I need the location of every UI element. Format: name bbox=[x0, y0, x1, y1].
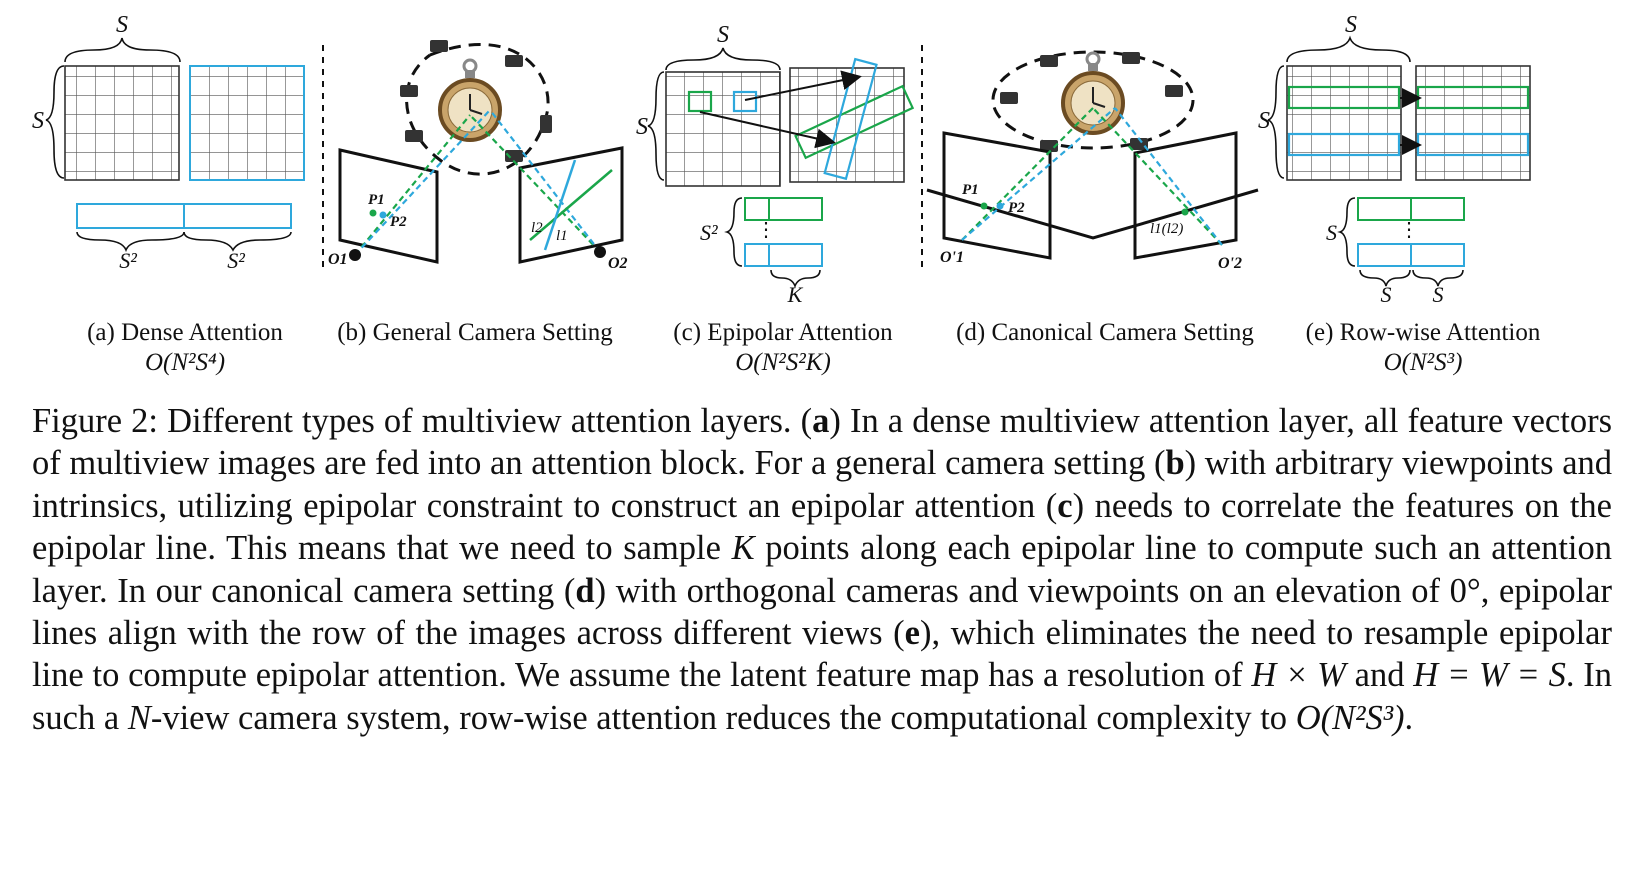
subcaption-c-label: (c) Epipolar Attention bbox=[673, 319, 893, 346]
subcaption-a: (a) Dense Attention O(N²S⁴) bbox=[60, 318, 310, 378]
grid-icon-left bbox=[1286, 65, 1402, 181]
subcaption-e-complexity: O(N²S³) bbox=[1383, 349, 1463, 376]
subcaption-e: (e) Row-wise Attention O(N²S³) bbox=[1288, 318, 1558, 378]
image-plane-icon-left bbox=[338, 148, 439, 264]
subcaption-d: (d) Canonical Camera Setting bbox=[935, 318, 1275, 348]
brace-k bbox=[770, 269, 821, 289]
dim-left-label: S bbox=[636, 114, 648, 140]
point-o1: O1 bbox=[328, 251, 348, 268]
image-plane-icon-right bbox=[518, 146, 624, 264]
point-p2: P2 bbox=[1008, 200, 1025, 216]
point-l1: l1 bbox=[556, 228, 568, 244]
brace-bottom-1 bbox=[76, 231, 185, 253]
dim-bottom-label-2: S² bbox=[227, 248, 245, 273]
clock-icon bbox=[438, 58, 502, 142]
camera-icon bbox=[1000, 52, 1183, 152]
panel-e-row-wise-attention: S S ⋮ S S S bbox=[1258, 12, 1531, 307]
grid-icon-left bbox=[665, 71, 781, 187]
grid-icon-right bbox=[1415, 65, 1531, 181]
panel-d-canonical-camera: P1 P2 l1(l2) O'1 O'2 bbox=[926, 50, 1259, 272]
brace-bottom-2 bbox=[183, 231, 292, 252]
point-l2: l2 bbox=[531, 220, 543, 236]
brace-top bbox=[1286, 35, 1411, 63]
dim-k-label: K bbox=[787, 282, 804, 307]
point-p1: P1 bbox=[962, 182, 979, 198]
dim-bottom-label-1: S² bbox=[119, 248, 137, 273]
image-plane-icon-right bbox=[1133, 131, 1238, 260]
panel-a-dense-attention: S S S² S² bbox=[32, 12, 305, 273]
subcaption-d-label: (d) Canonical Camera Setting bbox=[956, 319, 1254, 346]
dim-stack-label: S bbox=[1326, 220, 1337, 245]
subcaption-b: (b) General Camera Setting bbox=[320, 318, 630, 348]
brace-stack bbox=[724, 197, 743, 267]
brace-left bbox=[1267, 65, 1285, 179]
subcaption-a-complexity: O(N²S⁴) bbox=[144, 349, 226, 376]
camera-orbit bbox=[991, 50, 1195, 150]
brace-stack bbox=[1337, 197, 1356, 267]
panel-c-epipolar-attention: S S ⋮ S² K bbox=[636, 22, 915, 307]
camera-icon bbox=[400, 40, 552, 162]
caption-paragraph: Figure 2: Different types of multiview a… bbox=[32, 402, 1613, 737]
dim-top-label: S bbox=[717, 22, 729, 48]
subcaption-c-complexity: O(N²S²K) bbox=[735, 349, 831, 376]
brace-b1 bbox=[1359, 269, 1411, 287]
brace-b2 bbox=[1412, 269, 1464, 287]
brace-top bbox=[64, 37, 181, 63]
dots: ⋮ bbox=[1399, 219, 1419, 241]
grid-icon-right bbox=[789, 67, 905, 183]
dim-top-label: S bbox=[116, 12, 128, 38]
subcaption-e-label: (e) Row-wise Attention bbox=[1305, 319, 1541, 346]
brace-top bbox=[665, 47, 781, 71]
dim-stack-label: S² bbox=[700, 220, 718, 245]
flat-token-1 bbox=[76, 203, 185, 229]
brace-left bbox=[647, 71, 665, 181]
subcaption-a-label: (a) Dense Attention bbox=[87, 319, 283, 346]
point-o2: O2 bbox=[608, 255, 628, 272]
dim-left-label: S bbox=[1258, 108, 1270, 134]
grid-icon-right bbox=[189, 65, 305, 181]
clock-icon bbox=[1061, 51, 1125, 135]
image-plane-icon-left bbox=[942, 131, 1052, 260]
brace-left bbox=[45, 65, 65, 179]
dots: ⋮ bbox=[756, 219, 776, 241]
dim-top-label: S bbox=[1345, 12, 1357, 38]
figure-caption: Figure 2: Different types of multiview a… bbox=[32, 400, 1612, 739]
point-l1-l2: l1(l2) bbox=[1150, 221, 1183, 237]
grid-icon-left bbox=[64, 65, 180, 181]
panel-b-general-camera: P1 P2 l2 l1 O1 O2 bbox=[328, 40, 628, 272]
point-p2: P2 bbox=[390, 214, 407, 230]
dim-b2-label: S bbox=[1433, 282, 1444, 307]
point-o2: O'2 bbox=[1218, 255, 1242, 272]
subcaption-b-label: (b) General Camera Setting bbox=[337, 319, 613, 346]
point-p1: P1 bbox=[368, 192, 385, 208]
dim-b1-label: S bbox=[1381, 282, 1392, 307]
point-o1: O'1 bbox=[940, 249, 964, 266]
dim-left-label: S bbox=[32, 108, 44, 134]
subcaption-c: (c) Epipolar Attention O(N²S²K) bbox=[648, 318, 918, 378]
figure-illustration: S S S² S² bbox=[32, 12, 1531, 307]
flat-token-2 bbox=[183, 203, 292, 229]
